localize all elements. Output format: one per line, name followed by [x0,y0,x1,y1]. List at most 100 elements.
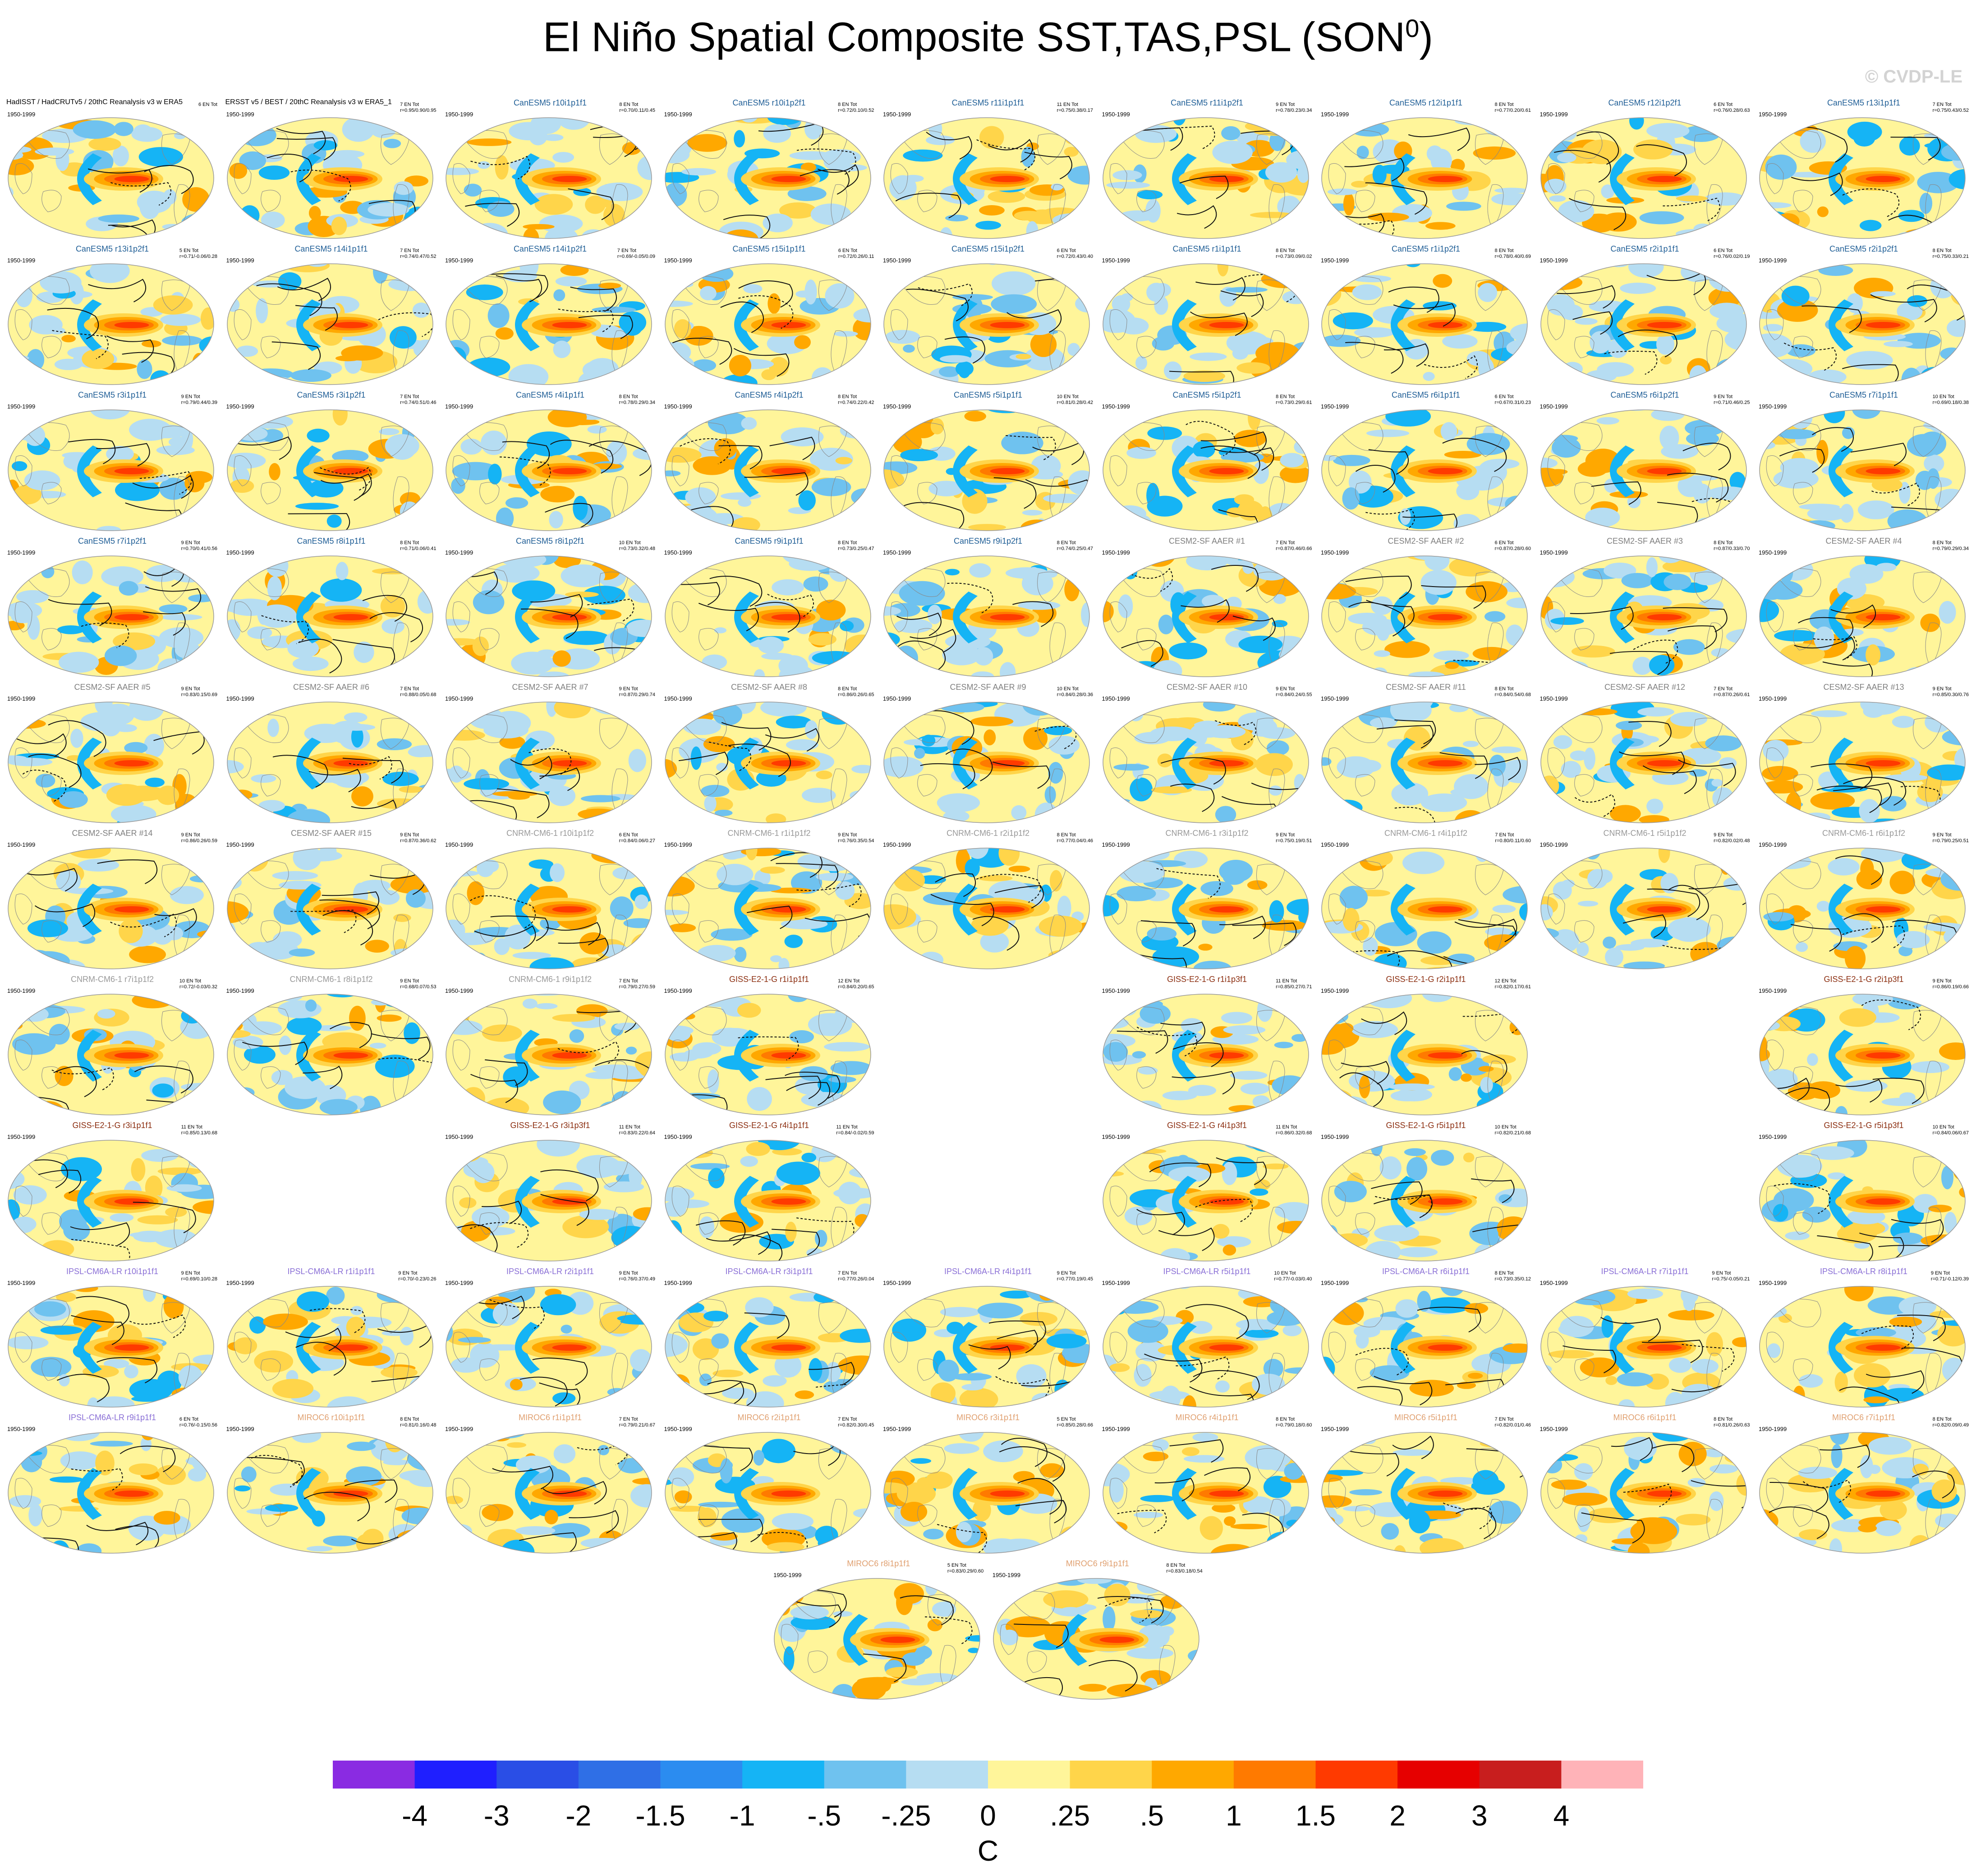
anomaly-patch [1127,706,1144,721]
anomaly-patch [1899,136,1920,156]
psl-contour [1345,342,1404,374]
anomaly-patch [1892,716,1915,728]
anomaly-patch [737,1003,761,1018]
anomaly-patch [1369,1365,1410,1381]
anomaly-patch [1466,433,1510,455]
west-pacific-cool-anomaly [1609,299,1635,351]
psl-contour [728,743,791,777]
pattern-correlation: r=0.74/0.51/0.46 [400,400,437,405]
anomaly-patch [719,1458,733,1484]
anomaly-patch [1801,520,1835,531]
coastline [818,1010,847,1041]
anomaly-patch [70,729,83,748]
anomaly-patch [129,945,166,963]
anomaly-patch [1760,598,1779,622]
anomaly-patch [1903,228,1945,239]
anomaly-patch [1065,1529,1089,1540]
anomaly-patch [863,662,871,677]
anomaly-patch [1297,1537,1309,1553]
west-pacific-cool-anomaly [296,1468,321,1520]
pattern-correlation: r=0.79/0.25/0.51 [1932,838,1969,844]
anomaly-patch [1064,578,1080,601]
psl-contour [994,885,1044,909]
panel-period: 1950-1999 [664,1280,692,1286]
psl-contour [1861,1325,1914,1350]
map-outline [1102,848,1309,969]
anomaly-patch [690,1163,730,1170]
coastline [1475,718,1504,749]
psl-contour [110,913,177,937]
psl-contour [329,1022,372,1048]
anomaly-patch [1519,903,1527,922]
anomaly-patch [781,427,824,447]
psl-contour [68,439,116,464]
composite-map [8,702,214,823]
panel-title: CanESM5 r4i1p2f1 [735,390,804,399]
enso-warm-tongue [1866,1198,1901,1205]
west-pacific-cool-anomaly [734,738,759,789]
anomaly-patch [1266,1532,1301,1553]
west-pacific-cool-anomaly [1391,738,1415,789]
west-pacific-cool-anomaly [515,884,540,936]
anomaly-patch [580,1537,628,1549]
anomaly-patch [1417,931,1452,954]
psl-contour [540,1194,589,1226]
psl-contour [1636,144,1687,177]
anomaly-patch [1919,1286,1940,1296]
anomaly-patch [1403,856,1438,866]
anomaly-patch [1616,1372,1653,1387]
pattern-correlation: r=0.76/0.28/0.63 [1714,108,1750,113]
psl-contour [532,1358,588,1386]
map-outline [993,1578,1199,1700]
anomaly-patch [1709,267,1746,292]
anomaly-patch [29,315,63,335]
anomaly-patch [1147,426,1182,440]
psl-contour [1890,137,1941,161]
composite-map [1102,263,1309,385]
panel-title: CESM2-SF AAER #15 [290,829,372,838]
anomaly-patch [8,1546,17,1553]
panel-title: CESM2-SF AAER #1 [1168,537,1245,546]
anomaly-patch [27,1252,65,1261]
anomaly-patch [1869,1464,1881,1474]
psl-contour [545,503,593,528]
psl-contour [992,761,1050,789]
anomaly-patch [1468,1372,1483,1379]
coastline [671,894,689,925]
colorbar-swatch [824,1761,906,1789]
map-outline [1102,994,1309,1115]
pattern-correlation: r=0.78/0.29/0.34 [619,400,655,405]
anomaly-patch [703,795,717,812]
anomaly-patch [1935,994,1960,1001]
anomaly-patch [760,702,807,717]
psl-contour [944,336,985,364]
psl-contour [999,1446,1065,1482]
anomaly-patch [937,1359,959,1382]
anomaly-patch [319,1099,358,1115]
anomaly-patch [131,1395,161,1402]
psl-contour [1140,920,1195,947]
anomaly-patch [353,642,374,663]
pattern-correlation: r=0.73/0.25/0.47 [838,546,874,551]
event-count: 9 EN Tot [181,540,200,546]
panel-event-count: 9 EN Tot r=0.84/0.24/0.55 [1276,686,1312,698]
anomaly-patch [1103,663,1138,671]
enso-warm-tongue [114,1344,149,1351]
anomaly-patch [1073,266,1089,284]
anomaly-patch [1684,419,1724,436]
panel-period: 1950-1999 [1539,1280,1568,1286]
psl-contour [815,1382,870,1406]
anomaly-patch [1420,1538,1464,1553]
coastline [14,309,32,340]
psl-contour [110,182,171,206]
panel-period: 1950-1999 [1102,257,1130,264]
psl-contour [1798,617,1854,643]
event-count: 8 EN Tot [1276,248,1295,253]
anomaly-patch [1831,1444,1843,1468]
map-outline [1759,994,1966,1115]
coastline [671,455,689,486]
anomaly-patch [550,1523,590,1538]
anomaly-patch [102,703,135,725]
anomaly-patch [700,994,725,1000]
coastline [234,1332,252,1363]
